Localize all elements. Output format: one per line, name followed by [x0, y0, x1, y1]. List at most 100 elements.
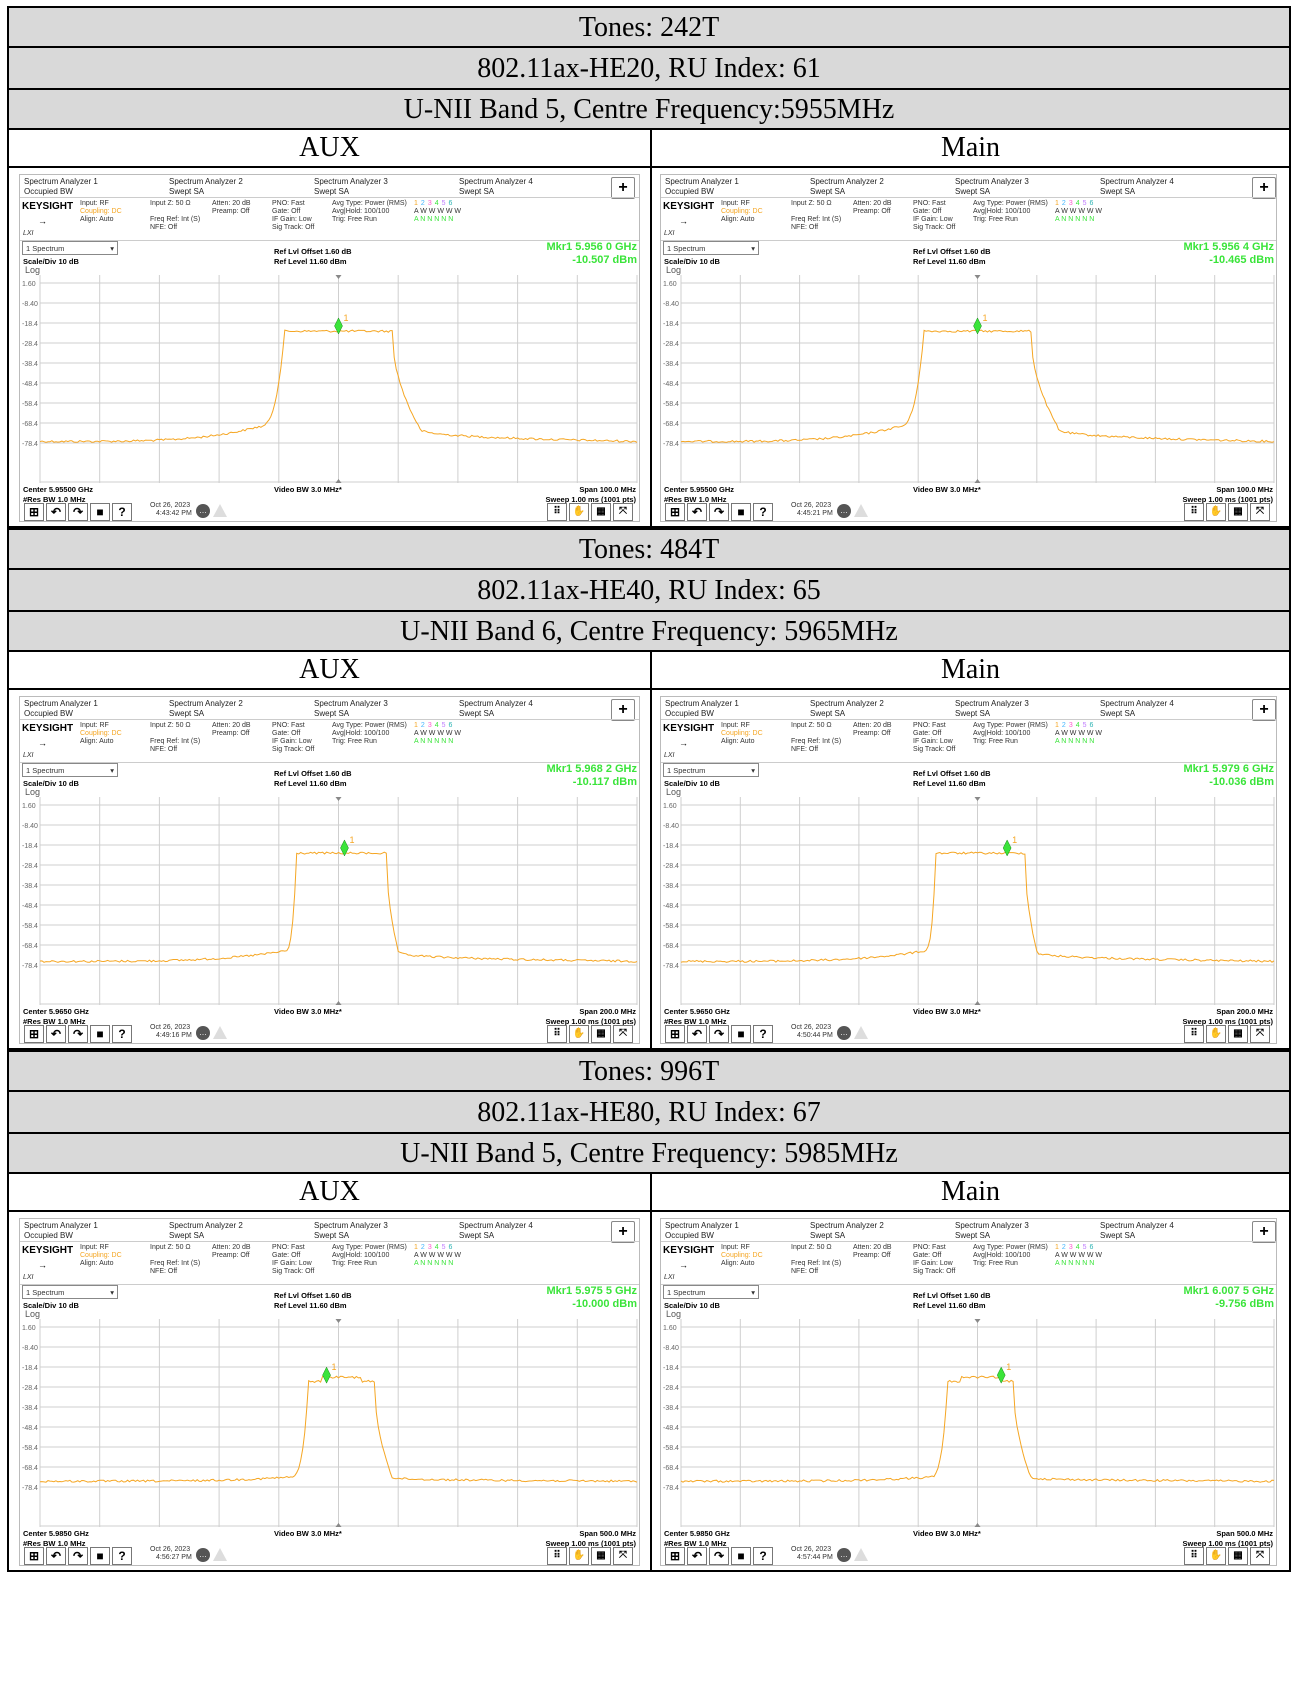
undo-icon[interactable]: ↶ — [687, 503, 707, 521]
spectrum-select[interactable]: 1 Spectrum ▾ — [22, 763, 118, 777]
spectrum-select[interactable]: 1 Spectrum ▾ — [663, 763, 759, 777]
keypad-icon[interactable]: ⠿ — [547, 1547, 567, 1565]
folder-icon[interactable]: ■ — [90, 1547, 110, 1565]
spectrum-select[interactable]: 1 Spectrum ▾ — [663, 241, 759, 255]
sweep-settings[interactable]: PNO: Fast Gate: Off IF Gain: Low Sig Track:… — [272, 722, 314, 754]
redo-icon[interactable]: ↷ — [709, 1025, 729, 1043]
sweep-settings[interactable]: PNO: Fast Gate: Off IF Gain: Low Sig Track:… — [913, 200, 955, 232]
message-icon[interactable]: … — [196, 1548, 210, 1562]
help-icon[interactable]: ? — [753, 1547, 773, 1565]
analyzer-tab-2[interactable]: Spectrum Analyzer 2 Swept SA — [169, 177, 309, 199]
input-settings[interactable]: Input: RF Coupling: DC Align: Auto — [80, 1244, 122, 1268]
trace-number-3[interactable]: 3 — [1068, 1244, 1073, 1251]
input-settings[interactable]: Input: RF Coupling: DC Align: Auto — [721, 722, 763, 746]
undo-icon[interactable]: ↶ — [687, 1025, 707, 1043]
input-settings[interactable]: Input: RF Coupling: DC Align: Auto — [721, 200, 763, 224]
keypad-icon[interactable]: ⠿ — [547, 503, 567, 521]
redo-icon[interactable]: ↷ — [68, 1025, 88, 1043]
trace-graph[interactable]: 1.60 -8.40 -18.4 -28.4 -38.4 -48.4 -58.4 -68.4 -… — [661, 275, 1276, 483]
help-icon[interactable]: ? — [753, 503, 773, 521]
spectrum-select[interactable]: 1 Spectrum ▾ — [663, 1285, 759, 1299]
trace-graph[interactable]: 1.60 -8.40 -18.4 -28.4 -38.4 -48.4 -58.4 -68.4 -… — [661, 797, 1276, 1005]
analyzer-tab-3[interactable]: Spectrum Analyzer 3 Swept SA — [314, 177, 454, 199]
analyzer-tab-1[interactable]: Spectrum Analyzer 1 Occupied BW — [665, 1221, 805, 1243]
analyzer-tab-3[interactable]: Spectrum Analyzer 3 Swept SA — [314, 699, 454, 721]
windows-icon[interactable]: ⊞ — [24, 1547, 44, 1565]
input-z-settings[interactable]: Input Z: 50 Ω Freq Ref: Int (S) NFE: Off — [791, 1244, 841, 1276]
sweep-settings[interactable]: PNO: Fast Gate: Off IF Gain: Low Sig Track:… — [272, 1244, 314, 1276]
message-icon[interactable]: … — [196, 1026, 210, 1040]
trace-graph[interactable]: 1.60 -8.40 -18.4 -28.4 -38.4 -48.4 -58.4 -68.4 -… — [661, 1319, 1276, 1527]
spectrum-select[interactable]: 1 Spectrum ▾ — [22, 1285, 118, 1299]
input-settings[interactable]: Input: RF Coupling: DC Align: Auto — [80, 722, 122, 746]
analyzer-tab-4[interactable]: Spectrum Analyzer 4 Swept SA — [1100, 1221, 1240, 1243]
marker-diamond[interactable] — [996, 1366, 1006, 1384]
analyzer-tab-4[interactable]: Spectrum Analyzer 4 Swept SA — [1100, 699, 1240, 721]
trace-number-1[interactable]: 1 — [414, 200, 418, 207]
trace-number-4[interactable]: 4 — [434, 200, 439, 207]
analyzer-tab-1[interactable]: Spectrum Analyzer 1 Occupied BW — [24, 177, 164, 199]
add-screen-button[interactable]: + — [611, 177, 635, 199]
add-screen-button[interactable]: + — [1252, 177, 1276, 199]
analyzer-tab-1[interactable]: Spectrum Analyzer 1 Occupied BW — [665, 699, 805, 721]
add-screen-button[interactable]: + — [1252, 1221, 1276, 1243]
trace-number-3[interactable]: 3 — [427, 722, 432, 729]
analyzer-tab-3[interactable]: Spectrum Analyzer 3 Swept SA — [955, 1221, 1095, 1243]
touch-icon[interactable]: ✋ — [569, 503, 589, 521]
help-icon[interactable]: ? — [112, 1025, 132, 1043]
atten-settings[interactable]: Atten: 20 dB Preamp: Off — [853, 1244, 892, 1260]
trace-number-4[interactable]: 4 — [1075, 1244, 1080, 1251]
redo-icon[interactable]: ↷ — [68, 503, 88, 521]
sweep-settings[interactable]: PNO: Fast Gate: Off IF Gain: Low Sig Track:… — [913, 1244, 955, 1276]
spectrum-select[interactable]: 1 Spectrum ▾ — [22, 241, 118, 255]
atten-settings[interactable]: Atten: 20 dB Preamp: Off — [212, 200, 251, 216]
layout-icon[interactable]: ▦ — [1228, 503, 1248, 521]
trace-graph[interactable]: 1.60 -8.40 -18.4 -28.4 -38.4 -48.4 -58.4 -68.4 -… — [20, 1319, 639, 1527]
layout-icon[interactable]: ▦ — [1228, 1547, 1248, 1565]
marker-diamond[interactable] — [340, 839, 349, 857]
trace-number-5[interactable]: 5 — [441, 200, 446, 207]
analyzer-tab-3[interactable]: Spectrum Analyzer 3 Swept SA — [314, 1221, 454, 1243]
fullscreen-icon[interactable]: ⤧ — [1250, 1025, 1270, 1043]
trace-graph[interactable]: 1.60 -8.40 -18.4 -28.4 -38.4 -48.4 -58.4 -68.4 -… — [20, 797, 639, 1005]
trace-number-1[interactable]: 1 — [414, 1244, 418, 1251]
redo-icon[interactable]: ↷ — [709, 503, 729, 521]
trace-number-5[interactable]: 5 — [441, 1244, 446, 1251]
layout-icon[interactable]: ▦ — [591, 1547, 611, 1565]
trace-number-2[interactable]: 2 — [1061, 1244, 1066, 1251]
folder-icon[interactable]: ■ — [731, 1025, 751, 1043]
trace-number-3[interactable]: 3 — [1068, 200, 1073, 207]
marker-diamond[interactable] — [334, 317, 343, 335]
folder-icon[interactable]: ■ — [90, 503, 110, 521]
analyzer-tab-2[interactable]: Spectrum Analyzer 2 Swept SA — [169, 1221, 309, 1243]
sweep-settings[interactable]: PNO: Fast Gate: Off IF Gain: Low Sig Track:… — [913, 722, 955, 754]
atten-settings[interactable]: Atten: 20 dB Preamp: Off — [853, 722, 892, 738]
windows-icon[interactable]: ⊞ — [24, 1025, 44, 1043]
analyzer-tab-4[interactable]: Spectrum Analyzer 4 Swept SA — [459, 699, 599, 721]
avg-settings[interactable]: Avg Type: Power (RMS) Avg|Hold: 100/100 Tr… — [973, 200, 1048, 224]
windows-icon[interactable]: ⊞ — [24, 503, 44, 521]
trace-number-4[interactable]: 4 — [434, 1244, 439, 1251]
trace-number-1[interactable]: 1 — [1055, 722, 1059, 729]
trace-number-6[interactable]: 6 — [448, 1244, 453, 1251]
avg-settings[interactable]: Avg Type: Power (RMS) Avg|Hold: 100/100 Tr… — [973, 722, 1048, 746]
trace-number-5[interactable]: 5 — [1082, 1244, 1087, 1251]
help-icon[interactable]: ? — [753, 1025, 773, 1043]
trace-number-4[interactable]: 4 — [1075, 722, 1080, 729]
input-z-settings[interactable]: Input Z: 50 Ω Freq Ref: Int (S) NFE: Off — [150, 1244, 200, 1276]
help-icon[interactable]: ? — [112, 503, 132, 521]
add-screen-button[interactable]: + — [611, 1221, 635, 1243]
avg-settings[interactable]: Avg Type: Power (RMS) Avg|Hold: 100/100 Tr… — [332, 1244, 407, 1268]
avg-settings[interactable]: Avg Type: Power (RMS) Avg|Hold: 100/100 Tr… — [332, 722, 407, 746]
keypad-icon[interactable]: ⠿ — [547, 1025, 567, 1043]
analyzer-tab-1[interactable]: Spectrum Analyzer 1 Occupied BW — [665, 177, 805, 199]
add-screen-button[interactable]: + — [611, 699, 635, 721]
trace-number-5[interactable]: 5 — [1082, 200, 1087, 207]
folder-icon[interactable]: ■ — [731, 503, 751, 521]
analyzer-tab-1[interactable]: Spectrum Analyzer 1 Occupied BW — [24, 1221, 164, 1243]
